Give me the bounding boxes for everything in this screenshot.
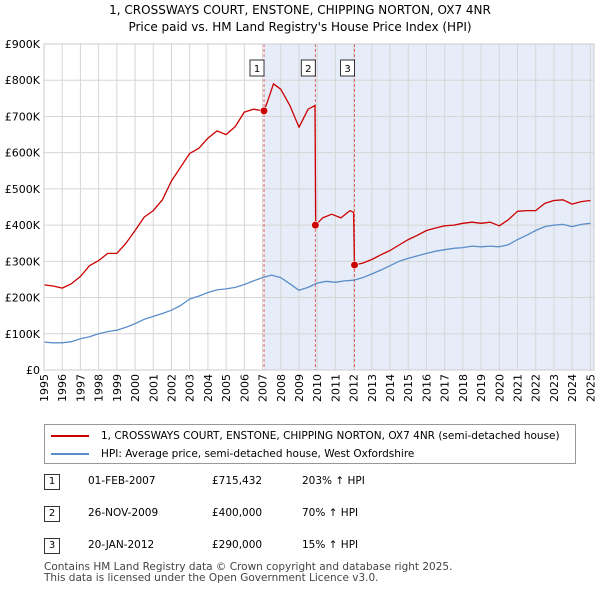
transaction-label-number: 3 bbox=[344, 64, 350, 75]
x-tick-label: 2018 bbox=[457, 374, 470, 402]
x-tick-label: 2005 bbox=[220, 374, 233, 402]
x-tick-label: 2007 bbox=[257, 374, 270, 402]
x-tick-label: 2017 bbox=[439, 374, 452, 402]
transaction-price: £290,000 bbox=[212, 539, 263, 551]
transaction-number: 1 bbox=[44, 474, 60, 490]
chart-subtitle: Price paid vs. HM Land Registry's House … bbox=[128, 20, 472, 34]
y-tick-label: £300K bbox=[5, 255, 41, 268]
x-tick-label: 1997 bbox=[74, 374, 87, 402]
footer-copyright: Contains HM Land Registry data © Crown c… bbox=[44, 561, 453, 573]
y-tick-label: £900K bbox=[5, 38, 41, 51]
x-tick-label: 2002 bbox=[165, 374, 178, 402]
x-tick-label: 2015 bbox=[402, 374, 415, 402]
x-tick-label: 1998 bbox=[93, 374, 106, 402]
transaction-point bbox=[350, 260, 359, 270]
legend-label-property: 1, CROSSWAYS COURT, ENSTONE, CHIPPING NO… bbox=[101, 430, 560, 442]
legend-item-property: 1, CROSSWAYS COURT, ENSTONE, CHIPPING NO… bbox=[51, 427, 560, 445]
x-tick-label: 2006 bbox=[238, 374, 251, 402]
x-tick-label: 2000 bbox=[129, 374, 142, 402]
x-tick-label: 2021 bbox=[512, 374, 525, 402]
y-tick-label: £0 bbox=[26, 364, 40, 377]
transaction-date: 26-NOV-2009 bbox=[88, 507, 159, 519]
hpi-series-line bbox=[43, 222, 591, 344]
x-tick-label: 1999 bbox=[111, 374, 124, 402]
transaction-label-number: 1 bbox=[254, 64, 260, 75]
transaction-label-box bbox=[300, 59, 316, 77]
x-tick-label: 2011 bbox=[329, 374, 342, 402]
legend: 1, CROSSWAYS COURT, ENSTONE, CHIPPING NO… bbox=[44, 424, 576, 464]
transaction-hpi: 203% ↑ HPI bbox=[302, 475, 365, 487]
transaction-price: £400,000 bbox=[212, 507, 263, 519]
transaction-number: 2 bbox=[44, 506, 60, 522]
x-tick-label: 2020 bbox=[493, 374, 506, 402]
footer-license: This data is licensed under the Open Gov… bbox=[44, 572, 379, 584]
x-tick-label: 2009 bbox=[293, 374, 306, 402]
x-tick-label: 2003 bbox=[184, 374, 197, 402]
x-tick-label: 2014 bbox=[384, 374, 397, 402]
x-tick-label: 2012 bbox=[348, 374, 361, 402]
x-tick-label: 2023 bbox=[548, 374, 561, 402]
transaction-label-number: 2 bbox=[305, 64, 311, 75]
legend-label-hpi: HPI: Average price, semi-detached house,… bbox=[101, 448, 415, 460]
y-tick-label: £700K bbox=[5, 110, 41, 123]
x-tick-label: 2019 bbox=[475, 374, 488, 402]
y-tick-label: £200K bbox=[5, 292, 41, 305]
x-tick-label: 2010 bbox=[311, 374, 324, 402]
x-tick-label: 2004 bbox=[202, 374, 215, 402]
x-tick-label: 1996 bbox=[56, 374, 69, 402]
y-tick-label: £400K bbox=[5, 219, 41, 232]
legend-item-hpi: HPI: Average price, semi-detached house,… bbox=[51, 445, 414, 463]
x-tick-label: 2025 bbox=[584, 374, 597, 402]
price-chart: £0 £100K £200K £300K £400K £500K £600K £700K £80… bbox=[5, 38, 598, 402]
x-tick-label: 2024 bbox=[566, 374, 579, 402]
transaction-point bbox=[259, 106, 269, 115]
y-tick-label: £600K bbox=[5, 147, 41, 160]
transaction-number: 3 bbox=[44, 538, 60, 554]
legend-swatch-hpi bbox=[51, 453, 89, 455]
shaded-region bbox=[264, 44, 594, 370]
y-tick-label: £800K bbox=[5, 74, 41, 87]
y-tick-label: £500K bbox=[5, 183, 41, 196]
y-tick-label: £100K bbox=[5, 328, 41, 341]
x-tick-label: 2022 bbox=[530, 374, 543, 402]
transaction-hpi: 15% ↑ HPI bbox=[302, 539, 359, 551]
transaction-date: 20-JAN-2012 bbox=[88, 539, 155, 551]
legend-swatch-property bbox=[51, 435, 89, 437]
transaction-hpi: 70% ↑ HPI bbox=[302, 507, 359, 519]
x-tick-label: 1995 bbox=[38, 374, 51, 402]
x-tick-label: 2001 bbox=[147, 374, 160, 402]
transaction-label-box bbox=[340, 59, 356, 77]
plot-border bbox=[43, 43, 595, 371]
transaction-label-box bbox=[249, 59, 265, 77]
transaction-point bbox=[311, 221, 320, 230]
x-tick-label: 2008 bbox=[275, 374, 288, 402]
chart-title: 1, CROSSWAYS COURT, ENSTONE, CHIPPING NO… bbox=[109, 3, 491, 17]
transaction-date: 01-FEB-2007 bbox=[88, 475, 156, 487]
x-tick-label: 2016 bbox=[420, 374, 433, 402]
transaction-price: £715,432 bbox=[212, 475, 263, 487]
x-tick-label: 2013 bbox=[366, 374, 379, 402]
